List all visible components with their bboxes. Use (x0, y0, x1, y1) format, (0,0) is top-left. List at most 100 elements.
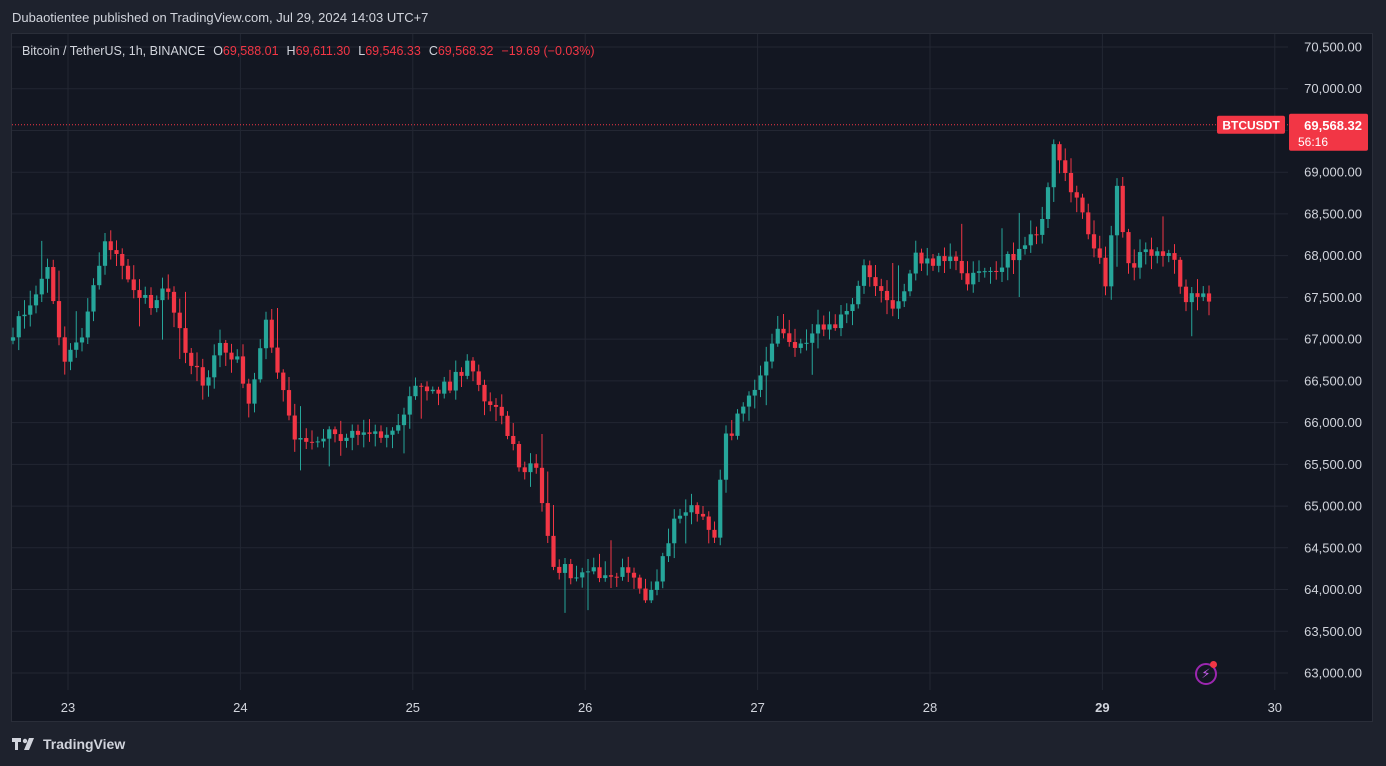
candle (896, 265, 901, 320)
candle-body (1132, 263, 1137, 268)
candle (442, 376, 447, 399)
candle (1149, 237, 1154, 270)
candle (212, 344, 217, 389)
candle-body (896, 301, 901, 309)
candle (131, 265, 136, 299)
candle (470, 357, 476, 382)
close-value: 69,568.32 (437, 44, 494, 58)
candle-body (304, 438, 309, 442)
candle (114, 240, 119, 267)
lightning-bolt-icon[interactable]: ⚡ (1195, 663, 1217, 685)
candle-body (729, 433, 734, 436)
candle-body (45, 267, 50, 279)
candle-body (1045, 187, 1051, 219)
candle (666, 528, 671, 563)
candle-body (1183, 286, 1189, 303)
candle (137, 279, 142, 327)
candle (206, 370, 211, 397)
candle (982, 267, 987, 278)
footer-brand[interactable]: TradingView (12, 736, 125, 752)
candle-body (936, 256, 941, 266)
candle (108, 230, 113, 260)
candle-body (292, 415, 297, 440)
chart-area[interactable] (11, 33, 1373, 722)
candle (91, 278, 96, 322)
candle-body (315, 441, 320, 443)
candle (861, 259, 867, 294)
candle (988, 267, 993, 284)
candle-body (999, 267, 1005, 272)
candle-body (626, 567, 631, 573)
candle (235, 349, 240, 363)
candle (499, 394, 504, 425)
candle (827, 311, 832, 340)
candle-body (804, 342, 809, 344)
candle (620, 558, 625, 581)
candle (465, 354, 470, 380)
candle (223, 339, 228, 366)
published-caption: Dubaotientee published on TradingView.co… (12, 10, 429, 25)
candle (183, 291, 188, 364)
price-tick-label: 66,000.00 (1304, 415, 1362, 430)
candle-body (217, 342, 223, 356)
candle-body (620, 567, 625, 577)
candle (890, 262, 895, 317)
candle (953, 251, 959, 271)
candle-body (286, 390, 292, 416)
candle-body (401, 414, 407, 426)
candle-body (465, 360, 470, 376)
candle (390, 427, 395, 449)
candle (999, 228, 1005, 283)
candle (62, 326, 67, 375)
candle (976, 260, 982, 283)
candle-body (235, 356, 240, 360)
candle-body (355, 430, 361, 435)
candle-body (97, 265, 102, 286)
candle (597, 553, 602, 583)
candle (10, 327, 16, 345)
candle-body (39, 278, 44, 295)
candle-body (373, 431, 378, 434)
candle (856, 280, 861, 309)
candle-body (1201, 293, 1206, 297)
candle-body (775, 328, 780, 344)
candle (309, 430, 315, 450)
candle-body (223, 342, 228, 353)
time-tick-label: 27 (750, 700, 764, 715)
candle (1160, 216, 1166, 267)
candle-body (1091, 234, 1097, 249)
open-value: 69,588.01 (222, 44, 279, 58)
candle-body (1160, 251, 1166, 256)
candle (396, 413, 401, 434)
candle-body (746, 395, 752, 407)
candle (1178, 257, 1183, 294)
candle (902, 283, 907, 308)
candle-body (482, 384, 487, 402)
candle-body (838, 314, 844, 329)
candle-body (850, 304, 855, 312)
candle-body (499, 406, 504, 416)
candle (68, 343, 73, 371)
time-axis: 23 24 25 26 27 28 29 30 (61, 700, 1282, 715)
candle-body (189, 352, 194, 366)
symbol-title[interactable]: Bitcoin / TetherUS, 1h, BINANCE (22, 44, 206, 58)
candle-body (396, 425, 401, 431)
candle (1103, 246, 1108, 296)
candle-body (194, 365, 200, 368)
candle-body (1155, 251, 1160, 256)
candle-body (212, 355, 217, 378)
candle (677, 508, 683, 524)
candle-body (643, 588, 648, 601)
candle (258, 339, 263, 383)
candle (545, 471, 550, 544)
candle (367, 419, 372, 442)
candle-body (528, 463, 533, 473)
candle (781, 314, 786, 339)
last-price-tag: 69,568.32 56:16 (1289, 113, 1368, 151)
candle (246, 378, 251, 418)
candle (1011, 242, 1016, 274)
candle (16, 310, 21, 351)
time-tick-label: 30 (1268, 700, 1282, 715)
candle-body (585, 571, 591, 573)
